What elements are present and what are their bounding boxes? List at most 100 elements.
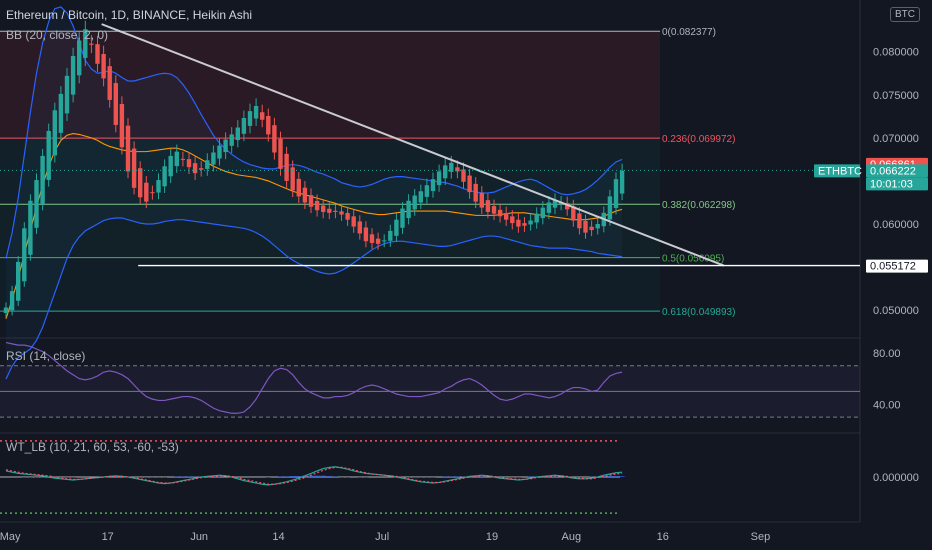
candle-body	[491, 206, 497, 214]
bb-basis-line	[5, 132, 623, 319]
price-tick-label: 0.080000	[873, 47, 919, 59]
candle-body	[113, 83, 118, 125]
candle-body	[516, 219, 521, 227]
currency-badge[interactable]: BTC	[890, 7, 920, 22]
wt-hist-bar	[15, 477, 21, 478]
candle-body	[534, 213, 539, 223]
candle-body	[260, 112, 265, 120]
candle-body	[223, 139, 228, 153]
fib-level-label: 0.236(0.069972)	[662, 134, 735, 145]
candle-body	[266, 116, 271, 135]
candle-body	[565, 203, 570, 210]
fib-zone	[0, 138, 660, 205]
candle-body	[571, 206, 576, 221]
candle-body	[479, 192, 484, 208]
candle-body	[619, 170, 625, 194]
price-tag-bg	[814, 164, 860, 178]
candle-body	[540, 207, 545, 219]
price-tag: 0.066222	[870, 165, 916, 177]
wt-hist-bar	[259, 477, 265, 478]
wt-hist-bar	[290, 476, 296, 477]
candle-body	[131, 148, 137, 188]
rsi-line	[5, 341, 623, 414]
candle-body	[52, 110, 57, 156]
candle-body	[449, 162, 454, 172]
candle-body	[455, 167, 460, 172]
candle-body	[211, 152, 216, 165]
fib-level-label: 0(0.082377)	[662, 27, 716, 38]
candle-body	[156, 180, 161, 193]
candle-body	[382, 240, 387, 242]
wt-hist-bar	[314, 475, 320, 477]
wt2-line	[5, 466, 623, 485]
candle-body	[589, 226, 594, 231]
wt-hist-bar	[9, 477, 15, 478]
candle-body	[400, 208, 405, 228]
candle-body	[138, 168, 143, 198]
wt-hist-bar	[351, 477, 357, 478]
candle-body	[418, 191, 423, 203]
fib-zone	[0, 204, 660, 258]
wt1-line	[5, 466, 623, 486]
wt-indicator-label[interactable]: WT_LB (10, 21, 60, 53, -60, -53)	[6, 440, 179, 454]
candle-body	[162, 166, 167, 187]
candle-body	[577, 213, 582, 229]
fib-level-label: 0.5(0.056095)	[662, 254, 724, 265]
candle-body	[357, 221, 362, 234]
candle-body	[192, 163, 198, 174]
price-tick-label: 0.070000	[873, 133, 919, 145]
candle-body	[497, 209, 503, 217]
candle-body	[552, 199, 558, 208]
candle-body	[278, 138, 283, 169]
price-tag: 0.055172	[870, 261, 916, 273]
candle-body	[46, 130, 51, 180]
candle-body	[241, 118, 247, 134]
candle-body	[314, 200, 320, 211]
wt-hist-bar	[326, 476, 332, 477]
time-tick-label: Sep	[751, 531, 771, 543]
wt-hist-bar	[241, 477, 247, 478]
candle-body	[3, 307, 9, 313]
candle-body	[321, 205, 326, 212]
bb-lower-line	[5, 217, 623, 380]
candle-body	[412, 195, 417, 210]
candle-body	[345, 212, 350, 220]
time-tick-label: 14	[272, 531, 284, 543]
rsi-indicator-label[interactable]: RSI (14, close)	[6, 349, 86, 363]
candle-body	[467, 175, 472, 193]
price-tick-label: 0.050000	[873, 305, 919, 317]
price-tag-bg	[866, 177, 928, 191]
bb-indicator-label[interactable]: BB (20, close, 2, 0)	[6, 28, 109, 42]
candle-body	[406, 200, 411, 219]
candle-body	[436, 171, 442, 186]
wt-hist-bar	[613, 476, 619, 477]
time-tick-label: Jun	[190, 531, 208, 543]
candle-body	[296, 178, 301, 197]
candle-body	[247, 111, 253, 126]
descending-trendline	[101, 23, 725, 267]
candle-body	[9, 291, 15, 311]
wt-hist-bar	[3, 477, 9, 478]
price-tick-label: 0.075000	[873, 90, 919, 102]
time-tick-label: 19	[486, 531, 498, 543]
wt-hist-bar	[601, 476, 607, 477]
candle-body	[473, 183, 478, 202]
candle-body	[229, 134, 234, 146]
candle-body	[284, 153, 289, 181]
candle-body	[101, 53, 106, 79]
candle-body	[186, 159, 192, 168]
candle-body	[522, 223, 527, 226]
candle-body	[302, 187, 308, 203]
candle-body	[613, 179, 619, 208]
candle-body	[510, 216, 515, 224]
candle-body	[83, 29, 88, 58]
candle-body	[199, 168, 204, 170]
candle-body	[150, 192, 155, 194]
candle-body	[34, 180, 39, 228]
rsi-tick-label: 80.00	[873, 348, 901, 360]
chart-title: Ethereum / Bitcoin, 1D, BINANCE, Heikin …	[6, 8, 253, 22]
candle-body	[253, 105, 259, 119]
candle-body	[40, 155, 45, 204]
candle-body	[70, 56, 76, 95]
